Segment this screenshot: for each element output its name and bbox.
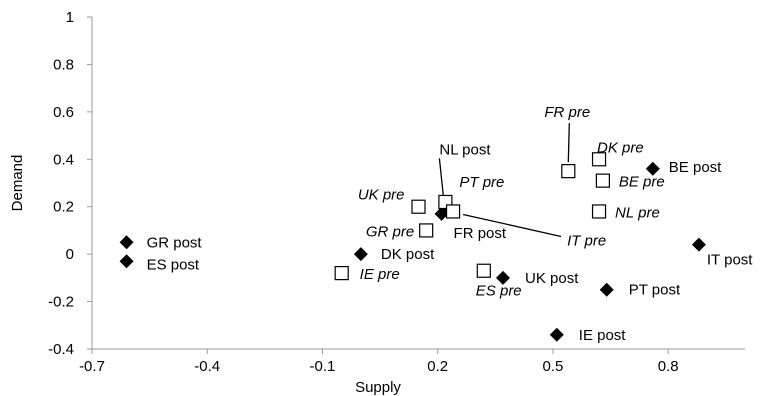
square-marker-ie-pre xyxy=(334,266,349,281)
data-points xyxy=(119,152,706,342)
x-tick-label: -0.1 xyxy=(310,358,336,375)
diamond-marker-ie-post xyxy=(549,327,564,342)
label-dk-post: DK post xyxy=(381,246,435,263)
label-gr-post: GR post xyxy=(147,234,203,251)
diamond-marker-it-post xyxy=(691,237,706,252)
label-gr-pre: GR pre xyxy=(366,223,414,240)
label-it-pre: IT pre xyxy=(567,232,606,249)
x-tick-label: 0.5 xyxy=(543,358,564,375)
label-uk-pre: UK pre xyxy=(358,187,405,204)
label-fr-post: FR post xyxy=(454,225,507,242)
x-axis-title: Supply xyxy=(355,379,401,396)
label-uk-post: UK post xyxy=(525,270,579,287)
y-tick-label: 1 xyxy=(66,9,74,26)
label-nl-pre: NL pre xyxy=(615,204,660,221)
diamond-marker-uk-post xyxy=(496,270,511,285)
diamond-marker-fr-post xyxy=(434,206,449,221)
diamond-marker-pt-post xyxy=(599,282,614,297)
square-marker-nl-pre xyxy=(591,204,607,219)
y-axis-title: Demand xyxy=(9,155,26,212)
label-be-post: BE post xyxy=(669,159,722,176)
x-tick-label: -0.4 xyxy=(194,358,220,375)
label-es-post: ES post xyxy=(147,256,200,273)
x-ticks: -0.7 -0.4 -0.1 0.2 0.5 0.8 xyxy=(79,349,679,375)
square-marker-be-pre xyxy=(595,173,610,188)
axes xyxy=(91,17,745,350)
square-marker-fr-pre xyxy=(561,164,576,179)
diamond-marker-be-post xyxy=(645,161,660,176)
point-labels: GR post ES post DK post NL post FR post UK po… xyxy=(147,104,754,344)
label-ie-pre: IE pre xyxy=(360,266,400,283)
leader-it-pre xyxy=(462,213,562,238)
label-dk-pre: DK pre xyxy=(597,139,644,156)
y-tick-label: 0 xyxy=(66,246,74,263)
label-pt-pre: PT pre xyxy=(459,174,504,191)
square-marker-it-pre xyxy=(445,204,461,219)
x-tick-label: 0.2 xyxy=(427,358,448,375)
x-tick-label: 0.8 xyxy=(658,358,679,375)
leader-fr-pre xyxy=(567,123,570,163)
label-it-post: IT post xyxy=(707,252,753,269)
y-tick-label: 0.2 xyxy=(53,199,74,216)
label-es-pre: ES pre xyxy=(476,283,522,300)
y-tick-label: 0.4 xyxy=(53,151,74,168)
label-nl-post: NL post xyxy=(439,141,491,158)
x-tick-label: -0.7 xyxy=(79,358,105,375)
leader-lines xyxy=(438,123,570,238)
leader-nl-post xyxy=(438,158,445,197)
square-marker-es-pre xyxy=(476,263,491,278)
y-ticks: 1 0.8 0.6 0.4 0.2 0 -0.2 -0.4 xyxy=(48,9,92,358)
label-be-pre: BE pre xyxy=(619,174,665,191)
diamond-marker-dk-post xyxy=(353,247,368,262)
label-ie-post: IE post xyxy=(579,327,627,344)
y-tick-label: -0.2 xyxy=(48,294,74,311)
diamond-marker-gr-post xyxy=(119,235,134,250)
square-marker-gr-pre xyxy=(419,223,434,238)
y-tick-label: 0.8 xyxy=(53,56,74,73)
label-fr-pre: FR pre xyxy=(544,104,590,121)
y-tick-label: 0.6 xyxy=(53,104,74,121)
y-tick-label: -0.4 xyxy=(48,341,74,358)
diamond-marker-es-post xyxy=(119,254,134,269)
square-marker-dk-pre xyxy=(591,152,607,167)
square-marker-uk-pre xyxy=(411,199,426,214)
label-pt-post: PT post xyxy=(629,282,681,299)
